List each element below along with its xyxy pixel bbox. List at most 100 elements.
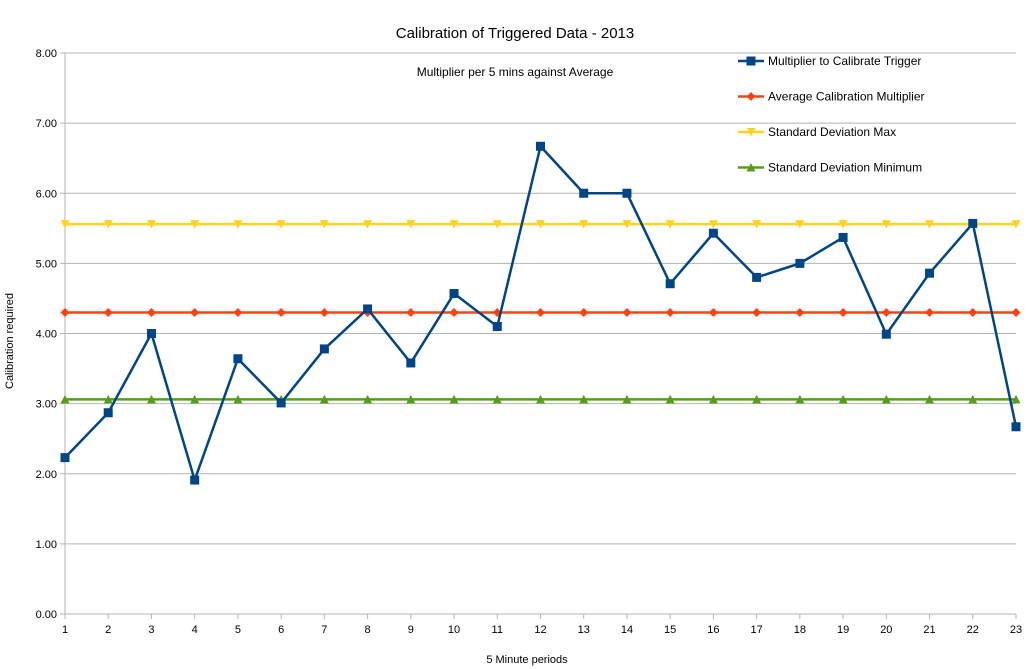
legend-entry: Multiplier to Calibrate Trigger (738, 54, 921, 68)
y-tick-label: 0.00 (36, 609, 57, 621)
legend-swatch-marker (746, 92, 756, 101)
data-point (492, 220, 502, 229)
data-point (103, 408, 113, 418)
data-point (492, 321, 502, 331)
x-tick-label: 5 (235, 624, 241, 636)
data-point (449, 289, 459, 299)
x-tick-label: 12 (534, 624, 546, 636)
data-point (1011, 220, 1021, 229)
grid-lines (60, 52, 1017, 619)
legend-swatch-marker (746, 163, 756, 172)
chart-title: Calibration of Triggered Data - 2013 (396, 25, 634, 42)
data-point (190, 307, 200, 317)
x-tick-label: 16 (707, 624, 719, 636)
data-point (233, 354, 243, 364)
data-point (146, 307, 156, 317)
data-point (276, 398, 286, 408)
series-3 (60, 394, 1021, 404)
x-tick-label: 17 (751, 624, 763, 636)
chart-subtitle: Multiplier per 5 mins against Average (417, 65, 614, 79)
data-point (881, 394, 891, 404)
data-point (881, 307, 891, 317)
x-tick-label: 2 (105, 624, 111, 636)
data-point (579, 220, 589, 229)
data-point (622, 188, 632, 198)
data-point (319, 220, 329, 229)
data-point (233, 307, 243, 317)
data-point (146, 329, 156, 338)
data-point (536, 394, 545, 404)
series-1 (60, 307, 1021, 317)
data-point (708, 307, 718, 317)
data-point (60, 394, 70, 404)
y-tick-label: 8.00 (36, 48, 57, 60)
x-tick-label: 15 (664, 624, 676, 636)
data-point (190, 475, 200, 485)
data-point (233, 220, 243, 229)
data-point (622, 394, 632, 404)
data-point (103, 394, 113, 404)
y-tick-label: 4.00 (36, 329, 57, 341)
data-point (190, 394, 200, 404)
x-tick-label: 11 (492, 624, 503, 636)
x-tick-label: 6 (278, 624, 284, 636)
data-point (406, 394, 416, 404)
data-point (708, 220, 718, 229)
data-point (881, 329, 891, 339)
legend-swatch-marker (746, 128, 756, 137)
x-axis-label: 5 Minute periods (486, 654, 568, 666)
data-point (752, 272, 762, 282)
data-point (449, 394, 459, 404)
y-tick-labels: 0.00 1.00 2.00 3.00 4.00 5.00 6.00 7.00 8.00 (36, 48, 57, 621)
data-point (536, 220, 545, 229)
data-point (319, 344, 329, 354)
data-point (838, 394, 848, 404)
data-point (276, 220, 286, 229)
data-point (752, 394, 762, 404)
data-point (795, 394, 805, 404)
legend-entry: Standard Deviation Max (738, 125, 896, 139)
legend-label: Standard Deviation Minimum (768, 161, 922, 175)
x-tick-label: 10 (448, 624, 460, 636)
x-tick-labels: 1 2 3 4 5 6 7 8 9 10 11 12 13 14 15 16 17 18 19 20 21 22 23 (62, 624, 1022, 636)
y-tick-label: 6.00 (36, 188, 57, 200)
legend-label: Average Calibration Multiplier (768, 90, 925, 104)
data-point (363, 304, 373, 314)
data-point (665, 394, 675, 404)
data-point (60, 453, 70, 463)
data-point (103, 220, 113, 229)
y-tick-label: 1.00 (36, 539, 57, 551)
data-point (103, 307, 113, 317)
data-point (881, 220, 891, 229)
y-tick-label: 3.00 (36, 399, 57, 411)
data-point (622, 307, 632, 317)
data-point (60, 307, 70, 317)
data-point (406, 358, 416, 368)
data-point (449, 220, 459, 229)
data-point (579, 394, 589, 404)
data-point (838, 232, 848, 242)
data-point (190, 220, 200, 229)
data-point (968, 307, 978, 317)
data-point (406, 220, 416, 229)
x-tick-label: 14 (621, 624, 633, 636)
data-point (968, 394, 978, 404)
data-point (708, 394, 718, 404)
data-point (838, 220, 848, 229)
x-tick-label: 1 (62, 624, 68, 636)
data-point (925, 394, 935, 404)
x-tick-label: 23 (1010, 624, 1022, 636)
data-point (1011, 307, 1021, 317)
legend: Multiplier to Calibrate Trigger Average C… (738, 54, 925, 175)
x-tick-label: 4 (192, 624, 198, 636)
series-group (60, 141, 1021, 485)
data-point (1011, 394, 1021, 404)
data-point (536, 307, 545, 317)
x-tick-label: 20 (880, 624, 892, 636)
data-point (363, 394, 373, 404)
data-point (319, 394, 329, 404)
data-point (665, 307, 675, 317)
data-point (968, 218, 978, 228)
data-point (579, 188, 589, 198)
